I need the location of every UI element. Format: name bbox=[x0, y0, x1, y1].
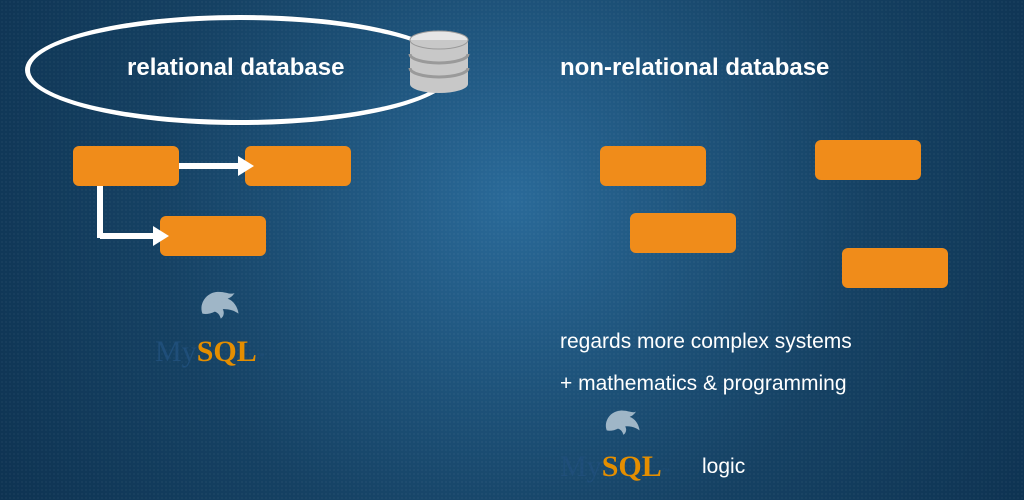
mysql-my-text: My bbox=[155, 335, 197, 368]
rel-box-2 bbox=[245, 146, 351, 186]
nonrel-box-4 bbox=[842, 248, 948, 288]
desc-line-1: regards more complex systems bbox=[560, 330, 852, 354]
mysql-sql-text: SQL bbox=[602, 450, 662, 483]
arrow-2-hline bbox=[100, 233, 155, 239]
nonrel-box-1 bbox=[600, 146, 706, 186]
mysql-my-text: My bbox=[560, 450, 602, 483]
mysql-sql-text: SQL bbox=[197, 335, 257, 368]
mysql-dolphin-icon bbox=[195, 278, 245, 330]
mysql-tm-text: ™ bbox=[257, 352, 265, 361]
mysql-dolphin-icon-right bbox=[600, 398, 645, 446]
mysql-logo-left: MySQL™ bbox=[155, 335, 265, 369]
nonrel-box-3 bbox=[630, 213, 736, 253]
mysql-tm-text: ™ bbox=[662, 467, 670, 476]
mysql-logo-right: MySQL™ bbox=[560, 450, 670, 484]
arrow-1-head bbox=[238, 156, 254, 176]
relational-heading: relational database bbox=[127, 54, 344, 82]
logic-text: logic bbox=[702, 455, 745, 479]
desc-line-2: + mathematics & programming bbox=[560, 372, 847, 396]
arrow-2-head bbox=[153, 226, 169, 246]
rel-box-3 bbox=[160, 216, 266, 256]
nonrel-box-2 bbox=[815, 140, 921, 180]
arrow-1-line bbox=[179, 163, 240, 169]
arrow-2-vline bbox=[97, 186, 103, 238]
diagram-stage: relational database MySQL™ non-relationa… bbox=[0, 0, 1024, 500]
nonrelational-heading: non-relational database bbox=[560, 54, 829, 82]
database-icon bbox=[408, 30, 470, 99]
rel-box-1 bbox=[73, 146, 179, 186]
